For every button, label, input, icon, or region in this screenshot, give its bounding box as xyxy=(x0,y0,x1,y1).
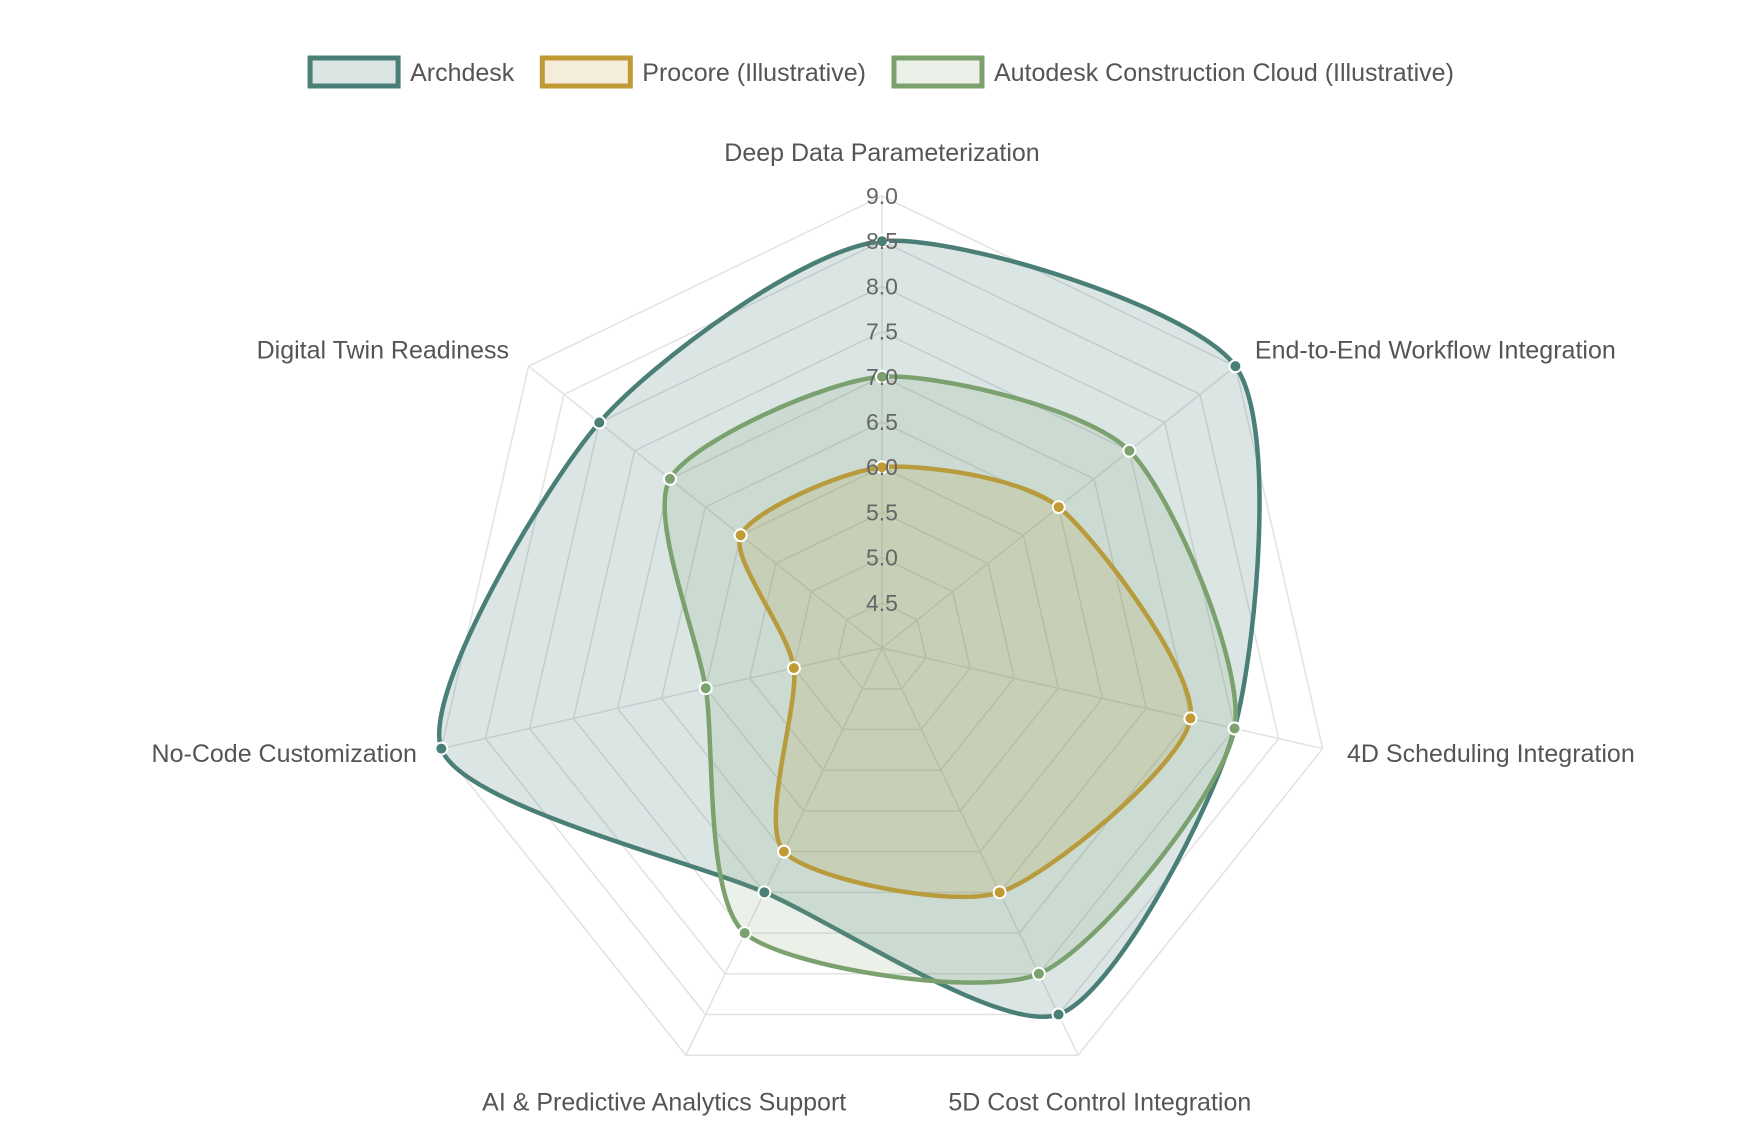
grid-ring xyxy=(704,466,1060,812)
tick-label: 8.0 xyxy=(866,273,898,299)
legend: Archdesk Procore (Illustrative) Autodesk C… xyxy=(307,55,1454,89)
radar-grid xyxy=(440,195,1324,1056)
data-point-procore-illustrative[interactable] xyxy=(1183,711,1198,726)
grid-spoke xyxy=(881,647,1323,750)
tick-label: 7.5 xyxy=(866,319,898,345)
tick-label: 4.5 xyxy=(866,590,898,616)
tick-labels: 4.5 5.0 5.5 6.0 6.5 7.0 7.5 8.0 8.5 9.0 xyxy=(866,183,898,616)
data-point-autodesk-construction-cloud-illustrative[interactable] xyxy=(1031,966,1046,981)
data-point-procore-illustrative[interactable] xyxy=(733,528,748,543)
data-point-procore-illustrative[interactable] xyxy=(776,844,791,859)
axis-labels: Deep Data Parameterization End-to-End Wor… xyxy=(152,139,1635,1116)
grid-ring xyxy=(616,375,1148,894)
series-area-autodesk-construction-cloud-illustrative xyxy=(662,374,1238,985)
data-point-autodesk-construction-cloud-illustrative[interactable] xyxy=(1227,721,1242,736)
tick-label: 5.5 xyxy=(866,499,898,525)
legend-swatch xyxy=(539,55,633,89)
grid-spoke xyxy=(528,365,883,649)
data-point-procore-illustrative[interactable] xyxy=(875,460,889,475)
axis-label-ai-predictive-analytics-support: AI & Predictive Analytics Support xyxy=(482,1088,846,1116)
data-point-autodesk-construction-cloud-illustrative[interactable] xyxy=(737,926,752,941)
axis-label-deep-data-parameterization: Deep Data Parameterization xyxy=(724,139,1039,167)
tick-label: 8.5 xyxy=(866,228,898,254)
legend-swatch xyxy=(307,55,401,89)
grid-ring xyxy=(484,240,1280,1016)
axis-label-digital-twin-readiness: Digital Twin Readiness xyxy=(257,337,509,365)
data-point-autodesk-construction-cloud-illustrative[interactable] xyxy=(698,681,713,696)
data-point-procore-illustrative[interactable] xyxy=(786,661,801,676)
axis-label-5d-cost-control-integration: 5D Cost Control Integration xyxy=(948,1088,1251,1116)
tick-label: 6.5 xyxy=(866,409,898,435)
data-point-procore-illustrative[interactable] xyxy=(1051,500,1066,515)
data-point-procore-illustrative[interactable] xyxy=(992,885,1007,900)
data-point-archdesk[interactable] xyxy=(1228,359,1243,374)
grid-ring xyxy=(748,511,1016,771)
data-point-archdesk[interactable] xyxy=(875,234,889,249)
legend-label: Archdesk xyxy=(410,59,515,87)
legend-item-autodesk-construction-cloud-illustrative[interactable]: Autodesk Construction Cloud (Illustrativ… xyxy=(891,55,1454,89)
grid-ring xyxy=(572,330,1192,934)
tick-label: 6.0 xyxy=(866,454,898,480)
grid-ring xyxy=(793,556,971,731)
data-point-autodesk-construction-cloud-illustrative[interactable] xyxy=(1122,443,1137,458)
legend-label: Autodesk Construction Cloud (Illustrativ… xyxy=(994,59,1454,87)
data-point-archdesk[interactable] xyxy=(1051,1007,1066,1022)
data-point-archdesk[interactable] xyxy=(592,415,607,430)
series-area-archdesk xyxy=(437,238,1262,1019)
data-point-archdesk[interactable] xyxy=(757,885,772,900)
data-point-autodesk-construction-cloud-illustrative[interactable] xyxy=(875,369,889,384)
legend-label: Procore (Illustrative) xyxy=(642,59,866,87)
tick-label: 7.0 xyxy=(866,364,898,390)
series-area-procore-illustrative xyxy=(737,464,1193,900)
grid-ring xyxy=(440,195,1324,1056)
grid-spoke xyxy=(441,647,883,750)
legend-item-archdesk[interactable]: Archdesk xyxy=(307,55,515,89)
legend-swatch xyxy=(891,55,985,89)
grid-ring xyxy=(837,601,927,690)
axis-label-4d-scheduling-integration: 4D Scheduling Integration xyxy=(1347,740,1635,768)
axis-label-end-to-end-workflow-integration: End-to-End Workflow Integration xyxy=(1255,337,1616,365)
tick-label: 9.0 xyxy=(866,183,898,209)
legend-item-procore-illustrative[interactable]: Procore (Illustrative) xyxy=(539,55,866,89)
tick-label: 5.0 xyxy=(866,545,898,571)
grid-ring xyxy=(660,421,1104,853)
series-layer xyxy=(434,234,1262,1022)
axis-label-no-code-customization: No-Code Customization xyxy=(152,740,417,768)
grid-spoke xyxy=(881,647,1079,1056)
data-point-autodesk-construction-cloud-illustrative[interactable] xyxy=(662,471,677,486)
data-point-archdesk[interactable] xyxy=(434,741,449,756)
